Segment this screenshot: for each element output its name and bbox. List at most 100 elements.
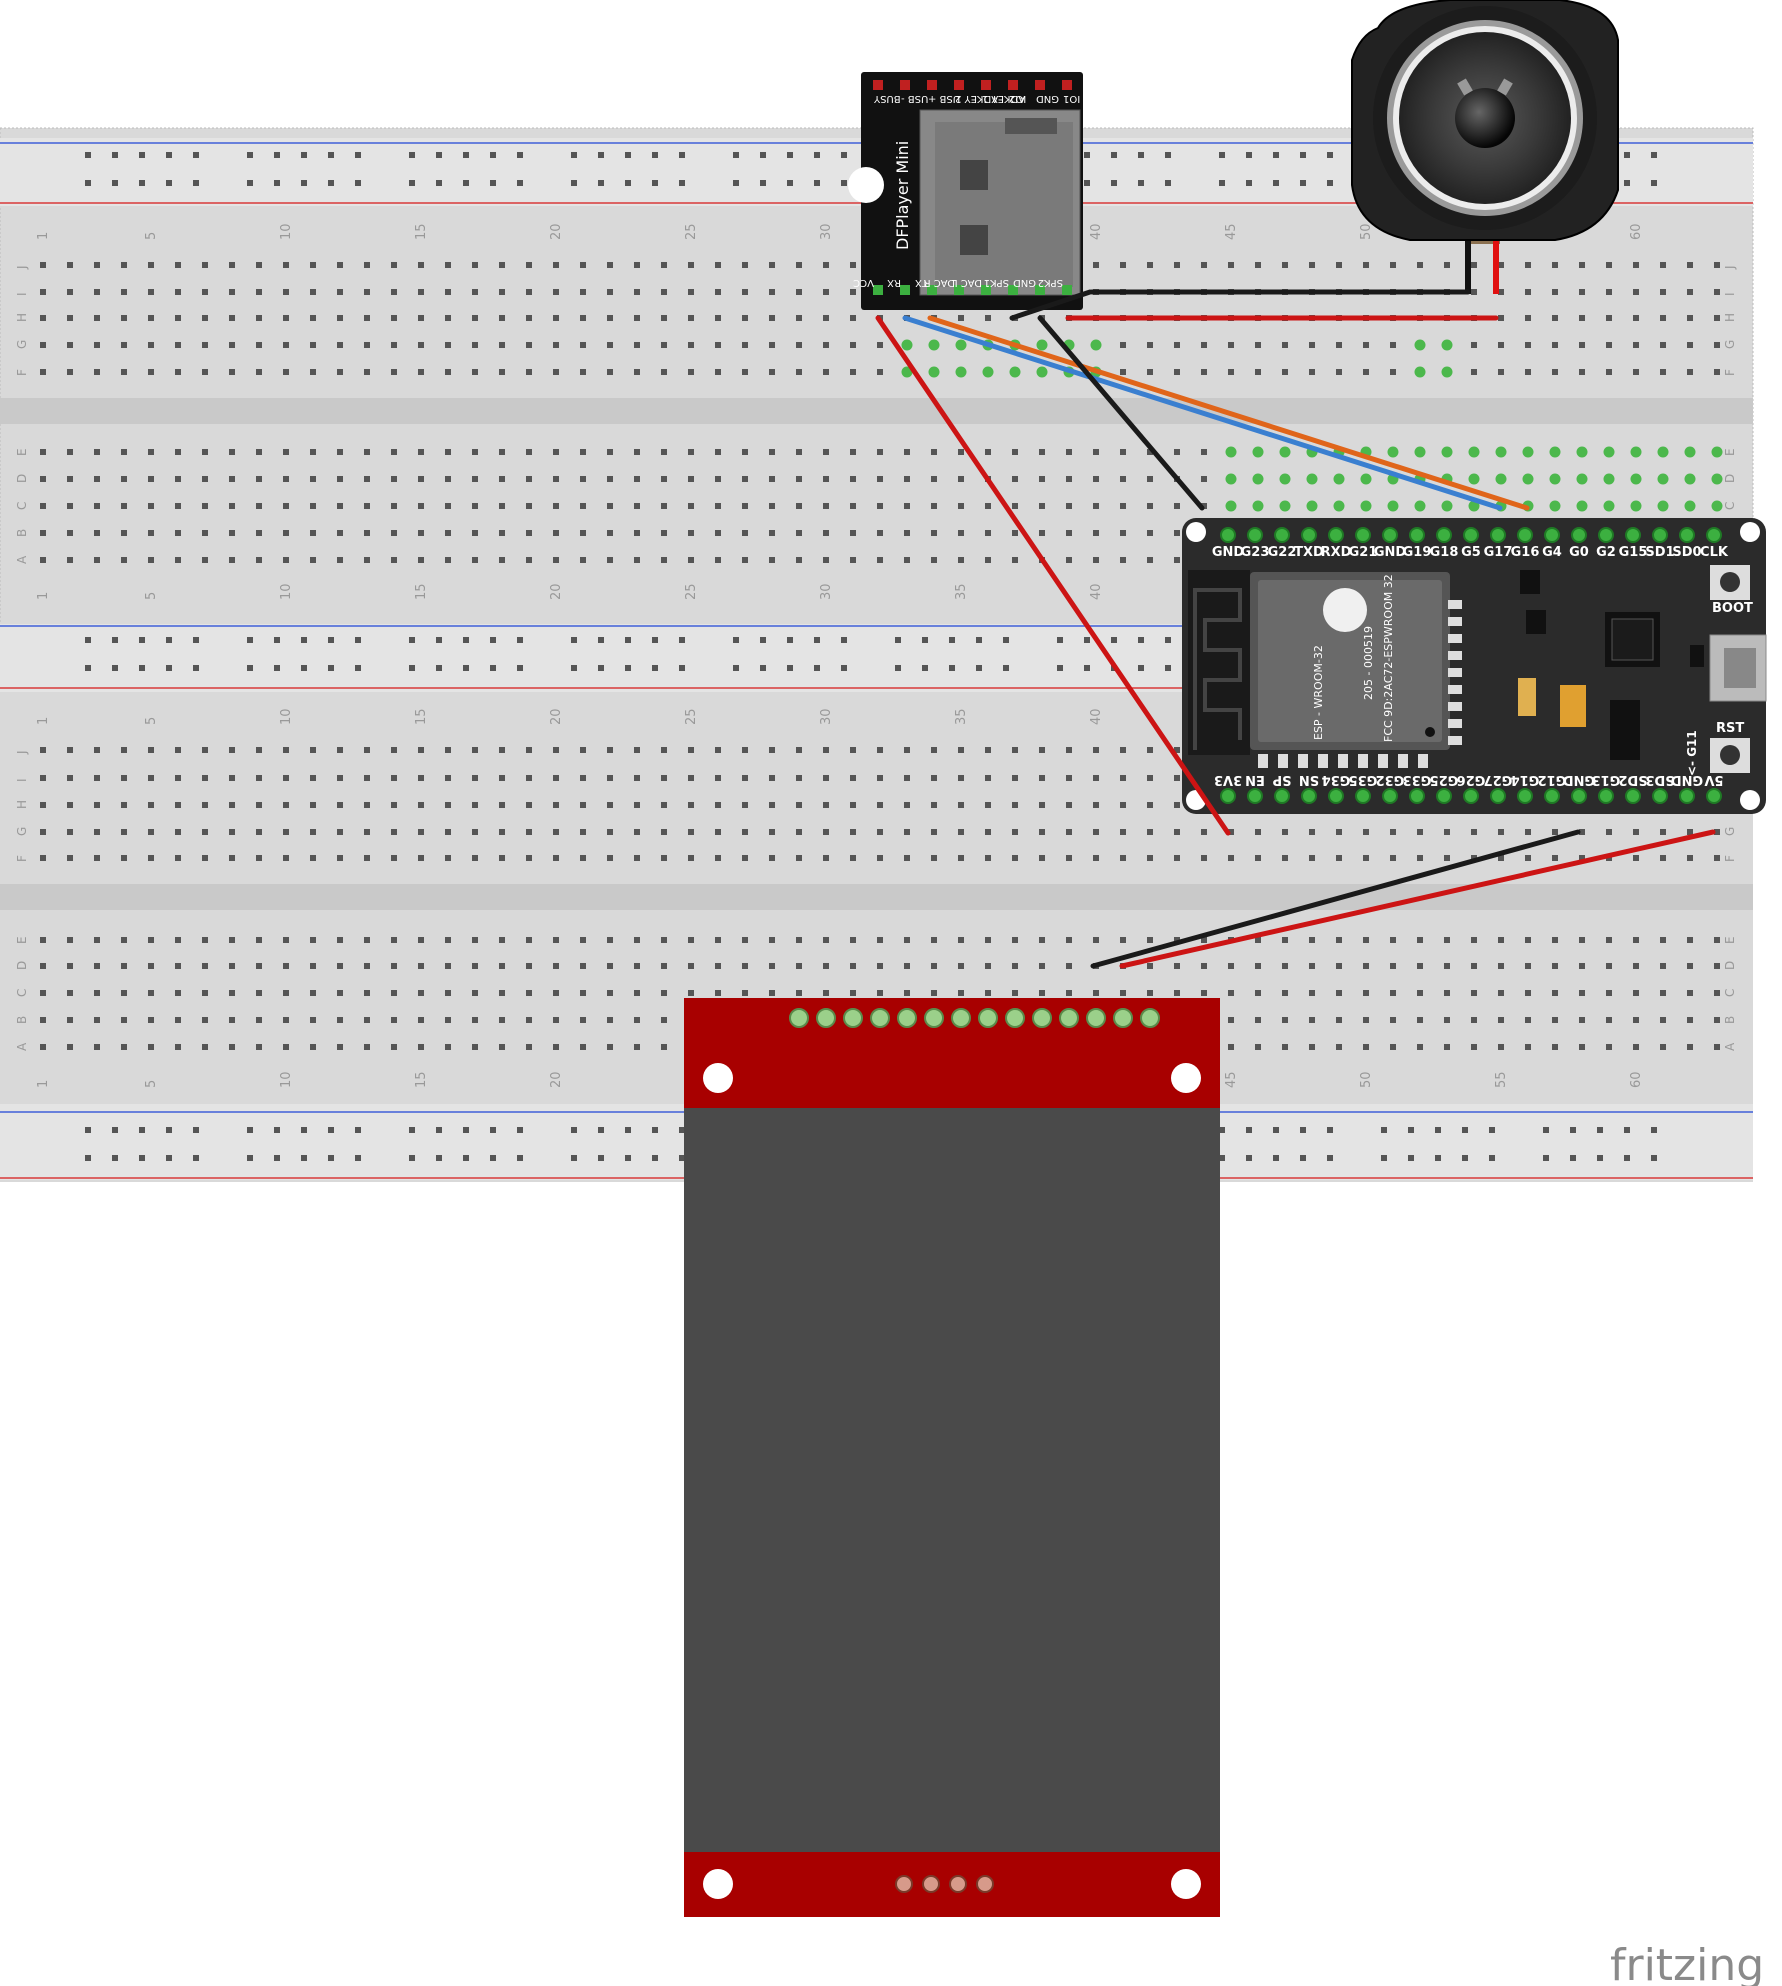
- breadboard-hole: [661, 342, 667, 348]
- esp32-top-pin: [1625, 527, 1641, 543]
- breadboard-hole: [1255, 1017, 1261, 1023]
- breadboard-hole: [1093, 829, 1099, 835]
- breadboard-hole: [391, 315, 397, 321]
- breadboard-hole: [823, 289, 829, 295]
- module-pad: [1358, 754, 1368, 768]
- breadboard-hole: [958, 315, 964, 321]
- active-hole: [1684, 446, 1696, 458]
- breadboard-hole: [661, 1017, 667, 1023]
- rail-hole: [814, 180, 820, 186]
- rail-hole: [1165, 180, 1171, 186]
- rail-hole: [1273, 1155, 1279, 1161]
- rail-hole: [1273, 152, 1279, 158]
- rail-hole: [1273, 180, 1279, 186]
- dfplayer-bottom-pin: [873, 285, 883, 295]
- breadboard-hole: [796, 369, 802, 375]
- breadboard-hole: [958, 990, 964, 996]
- breadboard-hole: [877, 476, 883, 482]
- row-letter: J: [1723, 265, 1737, 270]
- breadboard-hole: [310, 829, 316, 835]
- breadboard-hole: [1120, 775, 1126, 781]
- rail-hole: [301, 180, 307, 186]
- breadboard-hole: [1174, 503, 1180, 509]
- breadboard-hole: [337, 802, 343, 808]
- column-number: 25: [684, 708, 699, 725]
- breadboard-hole: [850, 963, 856, 969]
- breadboard-hole: [148, 1044, 154, 1050]
- tft-sd-pin: [922, 1875, 940, 1893]
- column-number: 50: [1359, 1071, 1374, 1088]
- breadboard-hole: [40, 937, 46, 943]
- esp32-bottom-pin-label: 5V: [1704, 772, 1723, 787]
- rail-hole: [355, 665, 361, 671]
- breadboard-hole: [202, 775, 208, 781]
- breadboard-hole: [40, 503, 46, 509]
- breadboard-hole: [661, 315, 667, 321]
- breadboard-hole: [823, 342, 829, 348]
- breadboard-hole: [499, 476, 505, 482]
- breadboard-hole: [580, 747, 586, 753]
- breadboard-hole: [391, 503, 397, 509]
- tft-header-pin: [789, 1008, 809, 1028]
- breadboard-hole: [526, 530, 532, 536]
- active-hole: [901, 339, 913, 351]
- breadboard-hole: [1255, 829, 1261, 835]
- breadboard-hole: [202, 262, 208, 268]
- rail-hole: [139, 1127, 145, 1133]
- rail-hole: [1651, 1127, 1657, 1133]
- breadboard-hole: [1552, 855, 1558, 861]
- breadboard-hole: [175, 775, 181, 781]
- breadboard-hole: [283, 476, 289, 482]
- rail-hole: [1435, 1127, 1441, 1133]
- module-pad: [1448, 600, 1462, 609]
- breadboard-hole: [742, 802, 748, 808]
- breadboard-hole: [418, 262, 424, 268]
- breadboard-hole: [67, 503, 73, 509]
- breadboard-hole: [256, 937, 262, 943]
- rail-hole: [1651, 180, 1657, 186]
- breadboard-hole: [499, 503, 505, 509]
- breadboard-hole: [175, 557, 181, 563]
- breadboard-hole: [580, 963, 586, 969]
- active-hole: [901, 366, 913, 378]
- rail-hole: [328, 1155, 334, 1161]
- breadboard-hole: [715, 530, 721, 536]
- breadboard-hole: [1552, 289, 1558, 295]
- breadboard-hole: [661, 802, 667, 808]
- breadboard-hole: [256, 262, 262, 268]
- breadboard-hole: [553, 829, 559, 835]
- esp32-top-pin-label: G19: [1403, 545, 1432, 560]
- breadboard-hole: [94, 802, 100, 808]
- esp32-top-pin-label: G17: [1484, 545, 1513, 560]
- breadboard-hole: [715, 289, 721, 295]
- breadboard-hole: [418, 775, 424, 781]
- esp32-top-pin: [1571, 527, 1587, 543]
- breadboard-hole: [256, 530, 262, 536]
- breadboard-hole: [40, 747, 46, 753]
- breadboard-hole: [175, 937, 181, 943]
- column-number: 30: [819, 708, 834, 725]
- esp32-devkit: ESP - WROOM-32 205 - 000519 FCC 9D:2AC72-E…: [1182, 518, 1767, 814]
- esp32-bottom-pin-label: G33: [1403, 772, 1432, 787]
- rail-hole: [733, 637, 739, 643]
- breadboard-hole: [121, 1044, 127, 1050]
- breadboard-hole: [283, 1017, 289, 1023]
- breadboard-hole: [850, 449, 856, 455]
- rail-hole: [598, 665, 604, 671]
- breadboard-hole: [931, 937, 937, 943]
- breadboard-hole: [175, 503, 181, 509]
- breadboard-hole: [283, 802, 289, 808]
- rail-hole: [1111, 637, 1117, 643]
- rail-hole: [1327, 180, 1333, 186]
- breadboard-hole: [715, 747, 721, 753]
- breadboard-hole: [229, 315, 235, 321]
- breadboard-hole: [850, 289, 856, 295]
- breadboard-hole: [850, 855, 856, 861]
- breadboard-hole: [1660, 1044, 1666, 1050]
- breadboard-hole: [40, 802, 46, 808]
- breadboard-hole: [1552, 963, 1558, 969]
- breadboard-hole: [796, 476, 802, 482]
- tft-header-pin: [951, 1008, 971, 1028]
- breadboard-hole: [283, 747, 289, 753]
- rail-hole: [436, 1127, 442, 1133]
